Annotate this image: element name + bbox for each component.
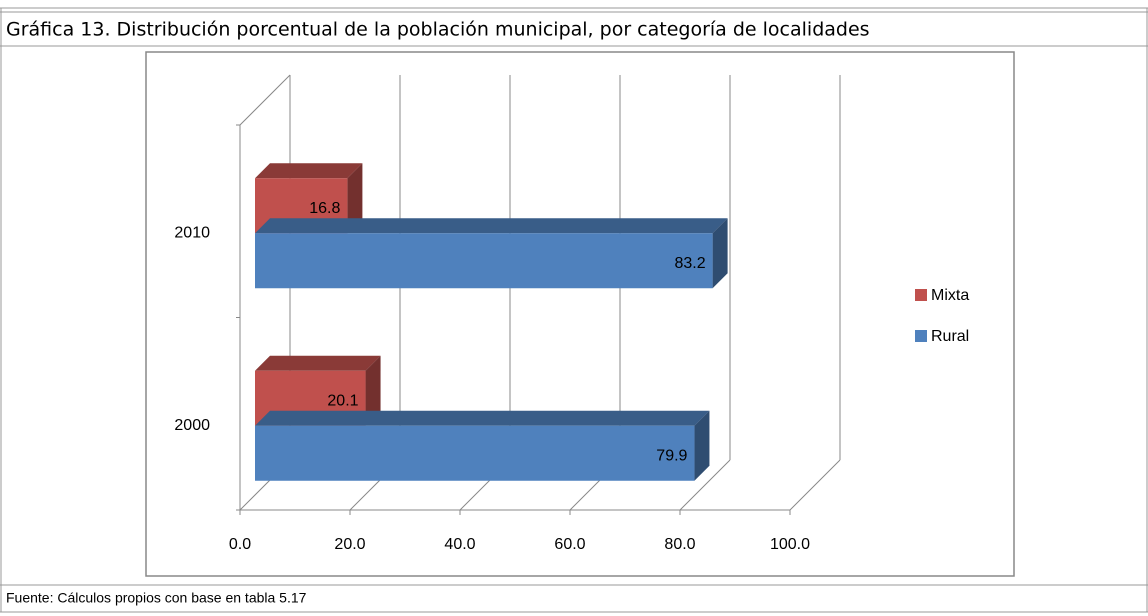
bar-top bbox=[255, 355, 381, 371]
axis bbox=[239, 74, 291, 126]
value-label: 16.8 bbox=[309, 200, 340, 217]
x-tick-label: 60.0 bbox=[554, 536, 585, 553]
legend-swatch bbox=[915, 289, 927, 301]
bar-side bbox=[347, 163, 363, 234]
x-tick-label: 0.0 bbox=[229, 536, 251, 553]
bar-side bbox=[694, 410, 710, 481]
bar-side bbox=[365, 355, 381, 426]
value-label: 83.2 bbox=[674, 255, 705, 272]
plot: 0.0 20.0 40.0 60.0 80.0 100.0 2000 20.1 79.9 2010… bbox=[174, 74, 969, 553]
legend-label: Mixta bbox=[931, 287, 969, 304]
grid-line bbox=[679, 459, 731, 511]
x-tick-label: 40.0 bbox=[444, 536, 475, 553]
value-label: 79.9 bbox=[656, 447, 687, 464]
bar-top bbox=[255, 163, 363, 179]
y-tick-label: 2000 bbox=[174, 417, 210, 434]
bar bbox=[255, 233, 713, 289]
legend-swatch bbox=[915, 330, 927, 342]
chart-frame bbox=[145, 51, 1015, 577]
x-tick-label: 80.0 bbox=[664, 536, 695, 553]
bar-top bbox=[255, 410, 710, 426]
legend-label: Rural bbox=[931, 328, 969, 345]
grid-line bbox=[789, 459, 841, 511]
x-tick-label: 20.0 bbox=[334, 536, 365, 553]
bar-top bbox=[255, 218, 728, 234]
bar bbox=[255, 425, 695, 481]
bar-side bbox=[712, 218, 728, 289]
x-tick-label: 100.0 bbox=[770, 536, 810, 553]
chart-title: Gráfica 13. Distribución porcentual de l… bbox=[6, 19, 870, 41]
y-tick-label: 2010 bbox=[174, 224, 210, 241]
value-label: 20.1 bbox=[327, 392, 358, 409]
source: Fuente: Cálculos propios con base en tab… bbox=[6, 590, 307, 606]
